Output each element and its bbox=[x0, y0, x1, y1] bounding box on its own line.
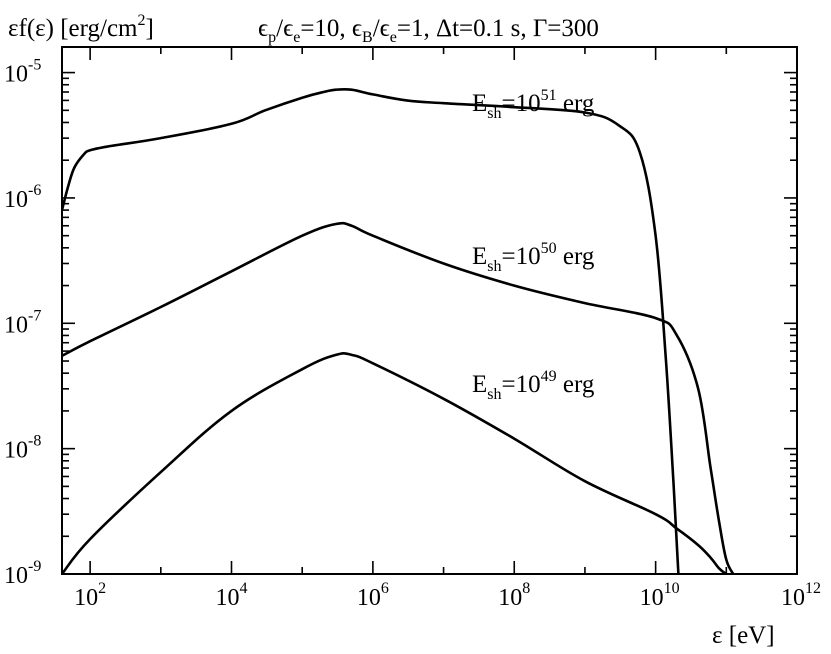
plot-frame bbox=[61, 46, 798, 575]
x-tick-label: 108 bbox=[498, 580, 530, 611]
series-label-2: Esh=1050 erg bbox=[472, 240, 595, 275]
x-tick-label: 102 bbox=[74, 580, 106, 611]
y-tick-labels: 10-9 10-8 10-7 10-6 10-5 bbox=[4, 57, 41, 589]
series-curve-1 bbox=[62, 87, 680, 574]
x-axis-label: ε [eV] bbox=[712, 622, 775, 649]
x-tick-label: 1010 bbox=[640, 580, 680, 611]
chart-title: ϵp/ϵe=10, ϵB/ϵe=1, Δt=0.1 s, Γ=300 bbox=[258, 15, 599, 46]
x-tick-label: 1012 bbox=[781, 580, 821, 611]
curves bbox=[62, 87, 735, 574]
series-label-1: Esh=1051 erg bbox=[472, 87, 595, 122]
series-curve-2 bbox=[62, 221, 735, 574]
y-tick-label: 10-7 bbox=[4, 307, 41, 338]
x-tick-label: 106 bbox=[357, 580, 389, 611]
series-label-3: Esh=1049 erg bbox=[472, 368, 595, 403]
x-tick-labels: 102 104 106 108 1010 1012 bbox=[74, 580, 821, 611]
axis-ticks bbox=[62, 47, 798, 575]
series-curve-3 bbox=[62, 352, 728, 574]
x-tick-label: 104 bbox=[216, 580, 248, 611]
y-tick-label: 10-9 bbox=[4, 558, 41, 589]
y-tick-label: 10-8 bbox=[4, 433, 41, 464]
y-tick-label: 10-5 bbox=[4, 57, 41, 88]
y-tick-label: 10-6 bbox=[4, 182, 41, 213]
y-axis-label: εf(ε) [erg/cm2] bbox=[8, 12, 154, 42]
